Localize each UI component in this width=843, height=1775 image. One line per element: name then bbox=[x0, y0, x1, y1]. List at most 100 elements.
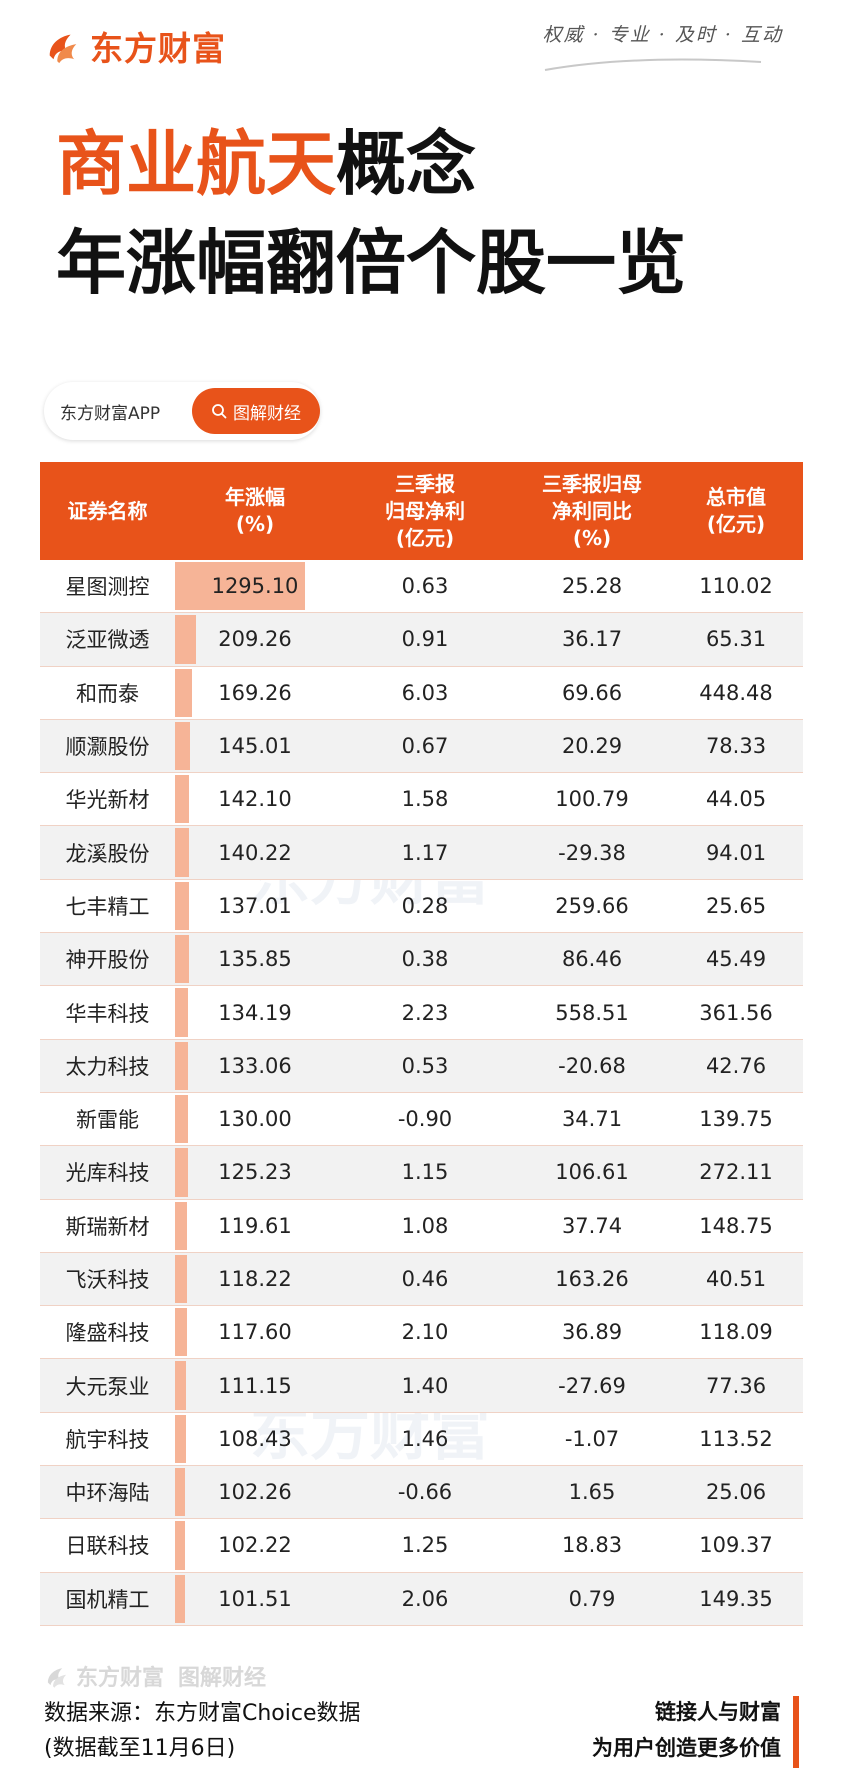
gain-bar bbox=[175, 1041, 189, 1090]
q3-profit-yoy: -20.68 bbox=[558, 1053, 626, 1078]
q3-profit-yoy: 163.26 bbox=[555, 1267, 629, 1291]
q3-profit-yoy: -27.69 bbox=[558, 1373, 626, 1398]
stock-name: 华丰科技 bbox=[65, 1001, 150, 1026]
footer-logo: 东方财富 图解财经 bbox=[44, 1660, 266, 1692]
flame-icon bbox=[47, 1668, 67, 1688]
table-row: 航宇科技 108.43 1.46 -1.07 113.52 bbox=[40, 1413, 803, 1467]
gain-bar bbox=[175, 1094, 189, 1144]
stock-name: 七丰精工 bbox=[65, 894, 150, 919]
market-cap: 110.02 bbox=[699, 574, 773, 599]
table-body: 星图测控 1295.10 0.63 25.28 110.02 泛亚微透 209.26 0.91… bbox=[40, 560, 803, 1626]
annual-gain: 111.15 bbox=[218, 1373, 292, 1398]
annual-gain: 102.26 bbox=[218, 1480, 292, 1505]
gain-bar bbox=[175, 775, 190, 824]
gain-bar bbox=[175, 1574, 186, 1623]
gain-cell: 118.22 bbox=[175, 1253, 335, 1305]
market-cap: 361.56 bbox=[699, 1000, 773, 1025]
q3-profit-yoy: 86.46 bbox=[561, 947, 623, 972]
market-cap: 78.33 bbox=[705, 734, 767, 759]
q3-profit-yoy: 37.74 bbox=[561, 1213, 623, 1238]
flame-logo-icon bbox=[49, 34, 77, 64]
market-cap: 45.49 bbox=[705, 947, 767, 972]
annual-gain: 142.10 bbox=[218, 787, 292, 812]
gain-bar bbox=[175, 562, 305, 611]
q3-profit-yoy: 0.79 bbox=[568, 1586, 616, 1611]
brand-name: 东方财富 bbox=[90, 29, 226, 68]
footer-brand: 东方财富 bbox=[76, 1666, 165, 1691]
title-line-2: 年涨幅翻倍个股一览 bbox=[56, 222, 686, 304]
table-row: 和而泰 169.26 6.03 69.66 448.48 bbox=[40, 667, 803, 720]
table-row: 泛亚微透 209.26 0.91 36.17 65.31 bbox=[40, 613, 803, 667]
q3-net-profit: 1.08 bbox=[401, 1213, 449, 1238]
data-source: 数据来源：东方财富Choice数据 (数据截至11月6日) bbox=[44, 1696, 361, 1766]
swoosh-decoration bbox=[544, 58, 762, 71]
brand-logo: 东方财富 bbox=[44, 22, 226, 70]
title-line-1: 商业航天概念 bbox=[56, 120, 686, 208]
market-cap: 25.65 bbox=[705, 893, 767, 918]
source-text: 数据来源：东方财富Choice数据 bbox=[44, 1701, 361, 1726]
q3-profit-yoy: 20.29 bbox=[561, 734, 623, 759]
table-row: 中环海陆 102.26 -0.66 1.65 25.06 bbox=[40, 1466, 803, 1520]
tagline: 链接人与财富 为用户创造更多价值 bbox=[592, 1694, 781, 1766]
market-cap: 94.01 bbox=[705, 840, 767, 865]
header-cell: 三季报归母 净利同比 (%) bbox=[542, 471, 642, 550]
page-title: 商业航天概念 年涨幅翻倍个股一览 bbox=[56, 120, 686, 318]
gain-cell: 101.51 bbox=[175, 1573, 335, 1625]
stock-name: 龙溪股份 bbox=[65, 841, 150, 866]
table-row: 日联科技 102.22 1.25 18.83 109.37 bbox=[40, 1519, 803, 1573]
q3-net-profit: 2.10 bbox=[401, 1320, 449, 1345]
q3-net-profit: -0.66 bbox=[397, 1480, 453, 1505]
gain-cell: 135.85 bbox=[175, 933, 335, 985]
annual-gain: 133.06 bbox=[218, 1053, 292, 1078]
gain-bar bbox=[175, 881, 189, 931]
gain-cell: 137.01 bbox=[175, 880, 335, 932]
header-cell: 总市值 (亿元) bbox=[706, 485, 766, 536]
header: 东方财富 权威 · 专业 · 及时 · 互动 bbox=[0, 0, 843, 90]
table-header: 证券名称 年涨幅 (%) 三季报 归母净利 (亿元) 三季报归母 净利同比 (%… bbox=[40, 462, 803, 560]
q3-profit-yoy: 18.83 bbox=[561, 1533, 623, 1558]
tujie-caijing-button[interactable]: 图解财经 bbox=[192, 388, 320, 434]
q3-net-profit: 1.46 bbox=[401, 1426, 449, 1451]
market-cap: 148.75 bbox=[699, 1213, 773, 1238]
gain-cell: 102.22 bbox=[175, 1519, 335, 1571]
annual-gain: 137.01 bbox=[218, 893, 292, 918]
gain-cell: 119.61 bbox=[175, 1200, 335, 1252]
q3-net-profit: 0.28 bbox=[401, 893, 449, 918]
market-cap: 25.06 bbox=[705, 1480, 767, 1505]
annual-gain: 117.60 bbox=[218, 1320, 292, 1345]
gain-bar bbox=[175, 615, 196, 664]
annual-gain: 108.43 bbox=[218, 1426, 292, 1451]
gain-bar bbox=[175, 721, 190, 771]
annual-gain: 134.19 bbox=[218, 1000, 292, 1025]
q3-net-profit: 1.58 bbox=[401, 787, 449, 812]
market-cap: 109.37 bbox=[699, 1533, 773, 1558]
button-label: 图解财经 bbox=[233, 403, 301, 424]
q3-net-profit: 2.23 bbox=[401, 1000, 449, 1025]
market-cap: 44.05 bbox=[705, 787, 767, 812]
stock-name: 华光新材 bbox=[65, 788, 150, 813]
q3-profit-yoy: -1.07 bbox=[564, 1426, 620, 1451]
table-row: 华光新材 142.10 1.58 100.79 44.05 bbox=[40, 773, 803, 827]
q3-net-profit: 0.67 bbox=[401, 734, 449, 759]
q3-net-profit: 1.25 bbox=[401, 1533, 449, 1558]
annual-gain: 125.23 bbox=[218, 1160, 292, 1185]
q3-profit-yoy: 36.17 bbox=[561, 627, 623, 652]
slogan: 权威 · 专业 · 及时 · 互动 bbox=[542, 24, 783, 46]
q3-profit-yoy: -29.38 bbox=[558, 840, 626, 865]
q3-profit-yoy: 34.71 bbox=[561, 1107, 623, 1132]
stock-name: 顺灏股份 bbox=[65, 735, 150, 760]
header-cell: 三季报 归母净利 (亿元) bbox=[385, 471, 465, 550]
table-row: 光库科技 125.23 1.15 106.61 272.11 bbox=[40, 1146, 803, 1200]
table-row: 斯瑞新材 119.61 1.08 37.74 148.75 bbox=[40, 1200, 803, 1253]
q3-profit-yoy: 100.79 bbox=[555, 787, 629, 812]
title-rest: 概念 bbox=[336, 123, 476, 205]
stock-name: 大元泵业 bbox=[65, 1374, 150, 1399]
table-row: 飞沃科技 118.22 0.46 163.26 40.51 bbox=[40, 1252, 803, 1307]
q3-profit-yoy: 558.51 bbox=[555, 1000, 629, 1025]
market-cap: 448.48 bbox=[699, 680, 773, 705]
stock-name: 光库科技 bbox=[65, 1161, 150, 1186]
q3-profit-yoy: 106.61 bbox=[555, 1160, 629, 1185]
q3-profit-yoy: 69.66 bbox=[561, 680, 623, 705]
stock-name: 斯瑞新材 bbox=[65, 1214, 150, 1239]
footer-sub: 图解财经 bbox=[178, 1666, 267, 1691]
